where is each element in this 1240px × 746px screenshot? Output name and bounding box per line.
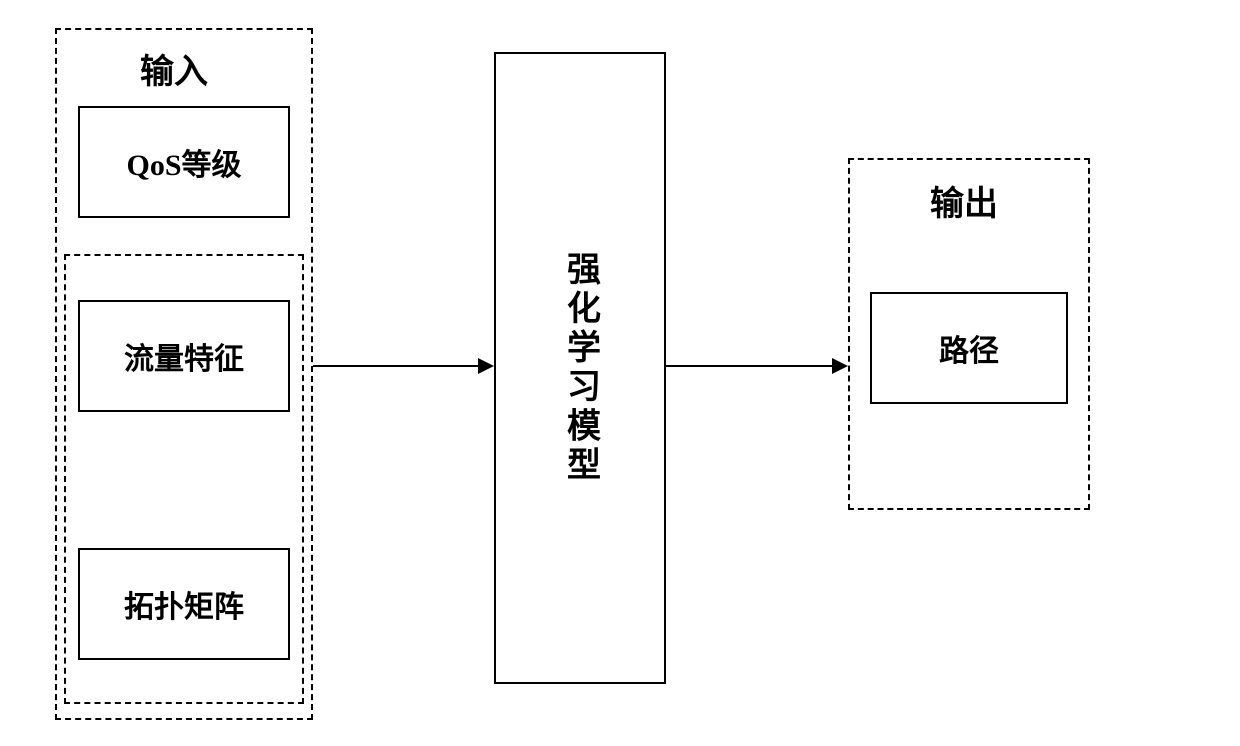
rl-model-label: 强化学习模型 bbox=[556, 251, 605, 486]
topology-matrix-label: 拓扑矩阵 bbox=[124, 582, 244, 626]
topology-matrix-box: 拓扑矩阵 bbox=[78, 548, 290, 660]
traffic-features-box: 流量特征 bbox=[78, 300, 290, 412]
arrow-head-model-to-output bbox=[832, 358, 848, 374]
qos-level-label: QoS等级 bbox=[126, 140, 241, 184]
traffic-features-label: 流量特征 bbox=[124, 334, 244, 378]
arrow-model-to-output bbox=[666, 365, 832, 367]
output-title: 输出 bbox=[930, 176, 998, 225]
qos-level-box: QoS等级 bbox=[78, 106, 290, 218]
path-label: 路径 bbox=[939, 326, 999, 370]
rl-model-box: 强化学习模型 bbox=[494, 52, 666, 684]
path-box: 路径 bbox=[870, 292, 1068, 404]
input-title: 输入 bbox=[140, 44, 208, 93]
arrow-head-input-to-model bbox=[478, 358, 494, 374]
arrow-input-to-model bbox=[313, 365, 478, 367]
